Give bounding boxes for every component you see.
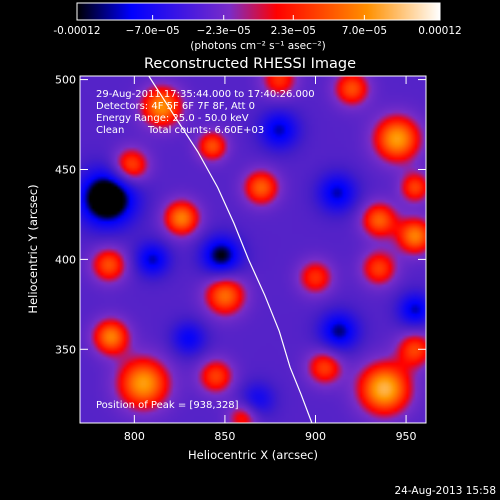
footer-timestamp: 24-Aug-2013 15:58: [394, 485, 496, 497]
annotation-detectors: Detectors: 4F 5F 6F 7F 8F, Att 0: [96, 101, 255, 112]
colorbar-tick-label: −7.0e−05: [126, 25, 180, 37]
y-tick-label: 400: [55, 253, 76, 266]
y-tick-label: 350: [55, 343, 76, 356]
colorbar-tick-label: 0.00012: [418, 25, 461, 37]
x-tick-label: 850: [214, 430, 235, 443]
plot-frame: [79, 75, 427, 424]
y-axis-label: Heliocentric Y (arcsec): [26, 184, 40, 313]
y-tick-label: 450: [55, 163, 76, 176]
x-tick-label: 900: [305, 430, 326, 443]
annotation-method: Clean: [96, 125, 124, 136]
colorbar-tick-label: -0.00012: [53, 25, 100, 37]
colorbar-units: (photons cm⁻² s⁻¹ asec⁻²): [190, 40, 325, 52]
chart-title: Reconstructed RHESSI Image: [144, 56, 356, 72]
x-axis-label: Heliocentric X (arcsec): [188, 448, 318, 462]
annotation-counts: Total counts: 6.60E+03: [147, 125, 264, 136]
annotation-energy: Energy Range: 25.0 - 50.0 keV: [96, 113, 249, 124]
x-tick-label: 950: [396, 430, 417, 443]
x-tick-label: 800: [124, 430, 145, 443]
colorbar-tick-label: 7.0e−05: [342, 25, 387, 37]
annotation-time: 29-Aug-2011 17:35:44.000 to 17:40:26.000: [96, 89, 315, 100]
colorbar-tick-label: −2.3e−05: [197, 25, 251, 37]
colorbar-tick-label: 2.3e−05: [271, 25, 316, 37]
y-tick-label: 500: [55, 74, 76, 87]
colorbar: [76, 2, 441, 21]
solar-limb-curve: [148, 76, 313, 423]
peak-position-label: Position of Peak = [938,328]: [96, 400, 239, 411]
heatmap-image: [80, 76, 426, 423]
